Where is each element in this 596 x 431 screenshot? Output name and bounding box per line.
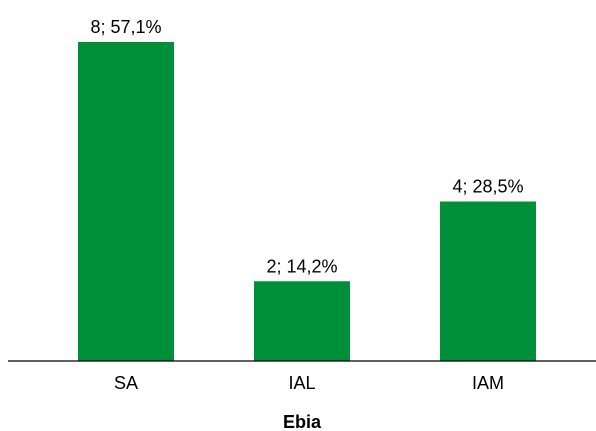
x-tick-label-sa: SA [114, 373, 138, 393]
x-tick-label-iam: IAM [472, 373, 504, 393]
bars-layer [78, 42, 536, 361]
data-label-ial: 2; 14,2% [266, 256, 337, 276]
bar-ial [254, 281, 350, 361]
bar-sa [78, 42, 174, 361]
x-tick-labels-layer: SA IAL IAM [114, 373, 504, 393]
data-label-sa: 8; 57,1% [90, 17, 161, 37]
x-tick-label-ial: IAL [288, 373, 315, 393]
x-axis-title: Ebia [283, 412, 322, 431]
bar-iam [440, 202, 536, 362]
data-label-iam: 4; 28,5% [452, 177, 523, 197]
